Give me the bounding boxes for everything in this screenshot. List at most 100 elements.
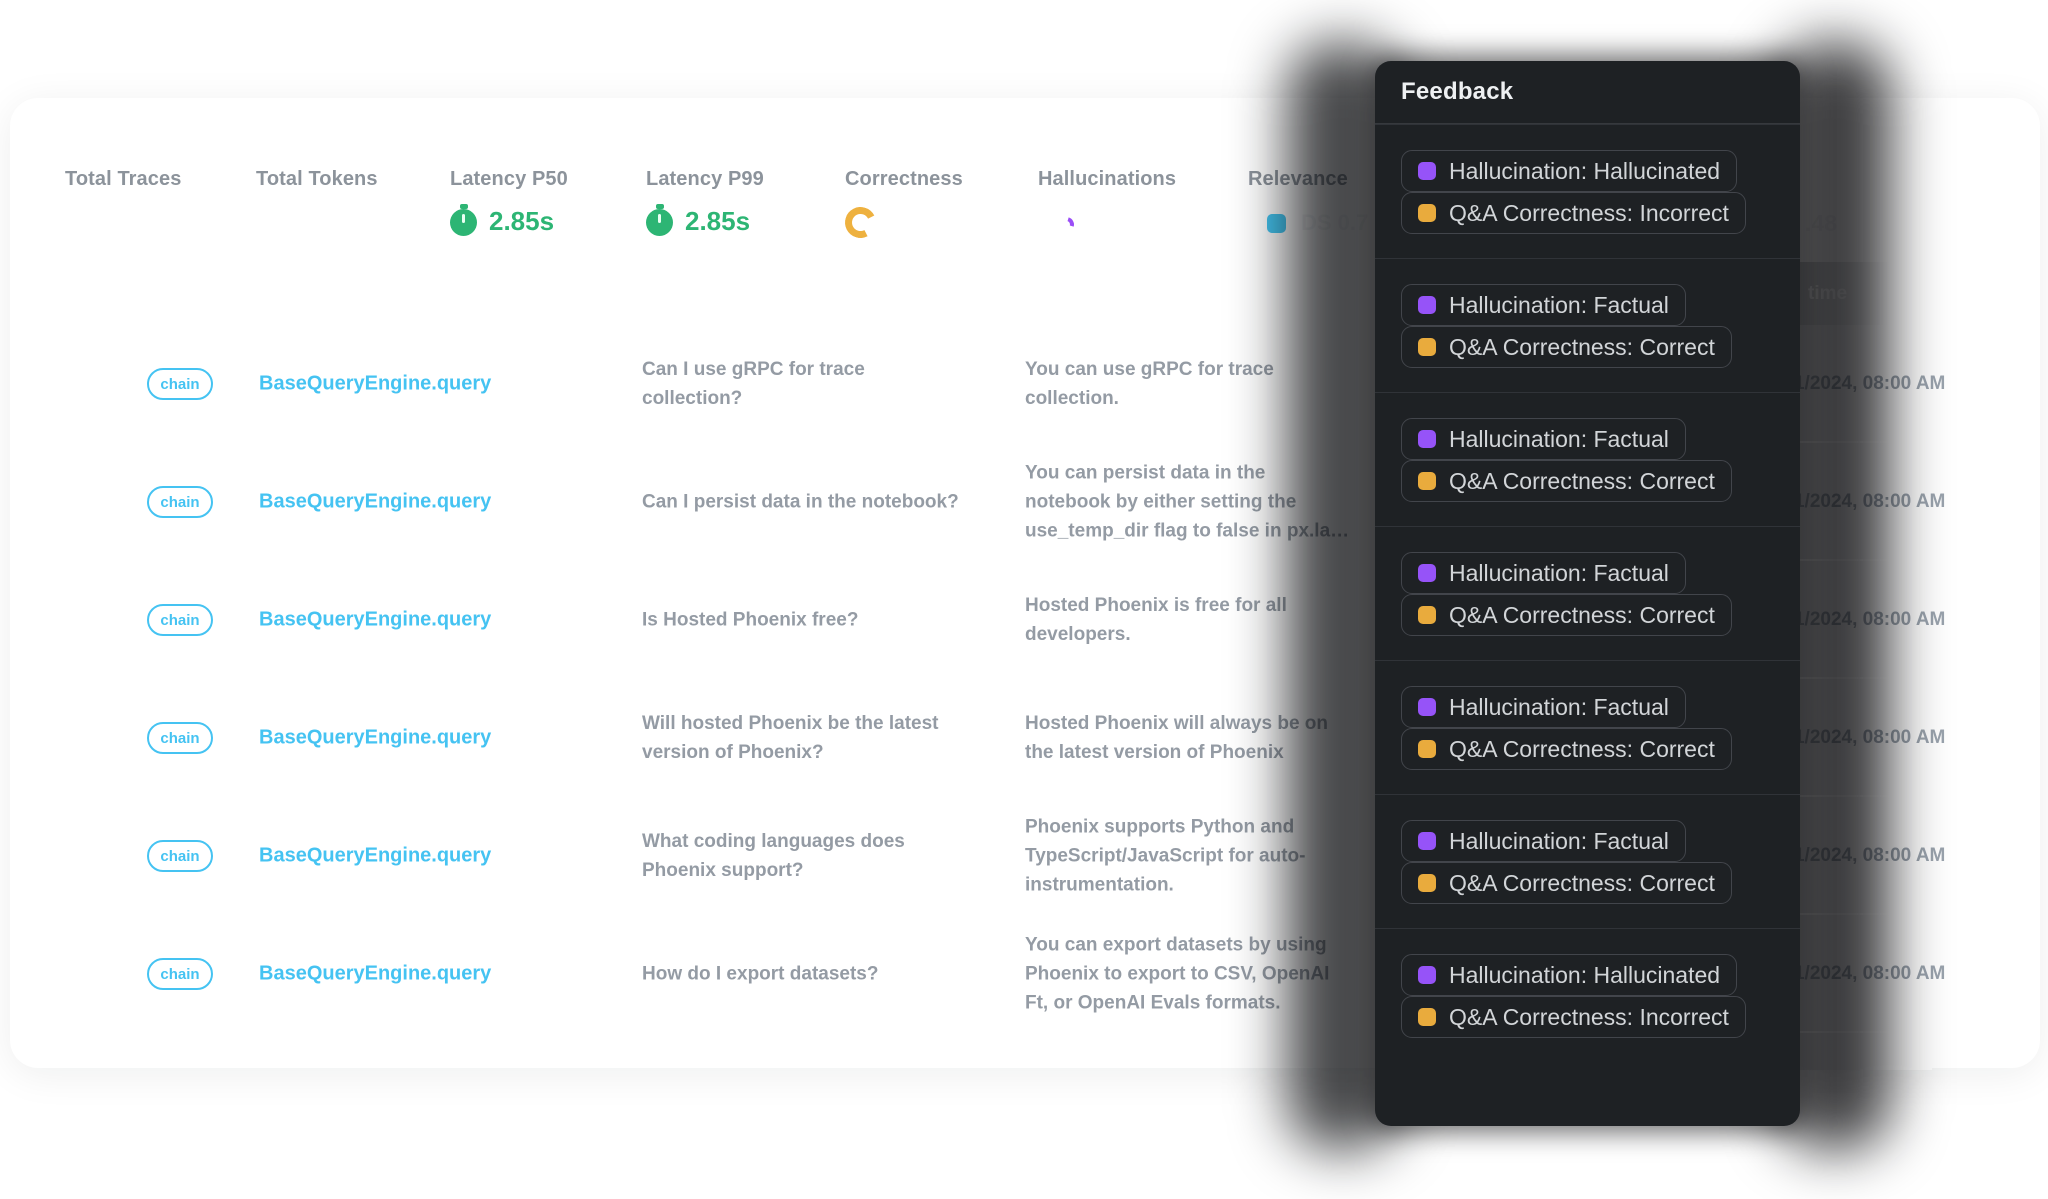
feedback-pill: Q&A Correctness: Incorrect: [1401, 996, 1746, 1038]
metric-total-traces: Total Traces: [65, 168, 181, 191]
input-line: Is Hosted Phoenix free?: [642, 609, 859, 631]
feedback-pill: Q&A Correctness: Incorrect: [1401, 192, 1746, 234]
feedback-panel-header: Feedback: [1375, 61, 1800, 124]
hallucination-eval-icon: [1418, 698, 1436, 716]
output-line: TypeScript/JavaScript for auto-: [1025, 845, 1306, 867]
row-input: How do I export datasets?: [642, 960, 972, 989]
row-output: Hosted Phoenix will always be on the lat…: [1025, 709, 1385, 767]
feedback-pill: Q&A Correctness: Correct: [1401, 862, 1732, 904]
output-line: notebook by either setting the: [1025, 491, 1297, 513]
row-input: Can I persist data in the notebook?: [642, 488, 972, 517]
hallucination-eval-icon: [1418, 564, 1436, 582]
hallucination-eval-icon: [1418, 162, 1436, 180]
hallucinations-arc-icon: [1056, 213, 1077, 235]
span-kind-badge: chain: [147, 958, 213, 990]
span-kind-badge: chain: [147, 840, 213, 872]
feedback-pill: Hallucination: Factual: [1401, 284, 1686, 326]
table-row[interactable]: chain BaseQueryEngine.query Can I persis…: [0, 443, 1480, 561]
table-row[interactable]: chain BaseQueryEngine.query How do I exp…: [0, 915, 1480, 1033]
row-input: What coding languages does Phoenix suppo…: [642, 827, 972, 885]
input-line: How do I export datasets?: [642, 963, 879, 985]
input-line: Can I use gRPC for trace: [642, 359, 865, 380]
feedback-pill-label: Q&A Correctness: Incorrect: [1449, 199, 1729, 226]
output-line: You can export datasets by using: [1025, 934, 1327, 956]
row-input: Can I use gRPC for trace collection?: [642, 355, 972, 413]
feedback-section: Hallucination: Hallucinated Q&A Correctn…: [1375, 928, 1800, 1062]
qa-correctness-eval-icon: [1418, 606, 1436, 624]
feedback-pill-label: Q&A Correctness: Correct: [1449, 735, 1715, 762]
span-name-link[interactable]: BaseQueryEngine.query: [259, 490, 492, 513]
feedback-pill-label: Hallucination: Factual: [1449, 425, 1669, 452]
feedback-pill-label: Hallucination: Factual: [1449, 559, 1669, 586]
feedback-pill: Hallucination: Factual: [1401, 686, 1686, 728]
qa-correctness-eval-icon: [1418, 1008, 1436, 1026]
stopwatch-icon: [646, 204, 673, 236]
table-row[interactable]: chain BaseQueryEngine.query What coding …: [0, 797, 1480, 915]
hallucination-eval-icon: [1418, 832, 1436, 850]
input-line: Will hosted Phoenix be the latest: [642, 713, 939, 734]
feedback-pill-label: Hallucination: Factual: [1449, 291, 1669, 318]
span-name-link[interactable]: BaseQueryEngine.query: [259, 726, 492, 749]
output-line: the latest version of Phoenix: [1025, 742, 1284, 763]
feedback-pill-label: Q&A Correctness: Correct: [1449, 601, 1715, 628]
feedback-pill-label: Hallucination: Factual: [1449, 827, 1669, 854]
hallucination-eval-icon: [1418, 296, 1436, 314]
input-line: collection?: [642, 388, 743, 409]
input-line: Can I persist data in the notebook?: [642, 491, 959, 513]
feedback-pill-label: Q&A Correctness: Correct: [1449, 467, 1715, 494]
row-output: Phoenix supports Python and TypeScript/J…: [1025, 813, 1385, 900]
span-name-link[interactable]: BaseQueryEngine.query: [259, 962, 492, 985]
span-name-link[interactable]: BaseQueryEngine.query: [259, 372, 492, 395]
feedback-pill: Hallucination: Factual: [1401, 418, 1686, 460]
span-name-link[interactable]: BaseQueryEngine.query: [259, 608, 492, 631]
hallucination-eval-icon: [1418, 430, 1436, 448]
span-name-link[interactable]: BaseQueryEngine.query: [259, 844, 492, 867]
feedback-pill-label: Hallucination: Hallucinated: [1449, 157, 1721, 184]
feedback-section: Hallucination: Factual Q&A Correctness: …: [1375, 794, 1800, 928]
hallucination-eval-icon: [1418, 966, 1436, 984]
input-line: version of Phoenix?: [642, 742, 824, 763]
row-output: Hosted Phoenix is free for all developer…: [1025, 591, 1385, 649]
span-kind-badge: chain: [147, 722, 213, 754]
feedback-pill-label: Hallucination: Factual: [1449, 693, 1669, 720]
output-line: use_temp_dir flag to false in px.la…: [1025, 520, 1350, 542]
input-line: Phoenix support?: [642, 860, 804, 881]
qa-correctness-eval-icon: [1418, 204, 1436, 222]
feedback-section: Hallucination: Hallucinated Q&A Correctn…: [1375, 124, 1800, 258]
span-kind-badge: chain: [147, 604, 213, 636]
feedback-pill-label: Q&A Correctness: Incorrect: [1449, 1003, 1729, 1030]
feedback-pill: Hallucination: Hallucinated: [1401, 150, 1738, 192]
output-line: developers.: [1025, 624, 1131, 645]
feedback-panel: Feedback Hallucination: Hallucinated Q&A…: [1375, 61, 1800, 1126]
row-output: You can persist data in the notebook by …: [1025, 459, 1385, 546]
feedback-pill: Hallucination: Hallucinated: [1401, 954, 1738, 996]
output-line: You can persist data in the: [1025, 462, 1266, 484]
metric-latency-p50: Latency P50 2.85s: [450, 168, 568, 236]
row-output: You can use gRPC for trace collection.: [1025, 355, 1385, 413]
feedback-pill: Q&A Correctness: Correct: [1401, 326, 1732, 368]
stopwatch-icon: [450, 204, 477, 236]
table-row[interactable]: chain BaseQueryEngine.query Can I use gR…: [0, 325, 1480, 443]
metric-label: Total Traces: [65, 168, 182, 190]
metric-hallucinations: Hallucinations: [1038, 168, 1176, 236]
feedback-pill: Q&A Correctness: Correct: [1401, 594, 1732, 636]
feedback-pill-label: Q&A Correctness: Correct: [1449, 869, 1715, 896]
feedback-panel-title: Feedback: [1401, 78, 1514, 105]
table-row[interactable]: chain BaseQueryEngine.query Will hosted …: [0, 679, 1480, 797]
output-line: Hosted Phoenix is free for all: [1025, 595, 1287, 616]
output-line: instrumentation.: [1025, 874, 1174, 896]
qa-correctness-eval-icon: [1418, 472, 1436, 490]
feedback-pill: Hallucination: Factual: [1401, 820, 1686, 862]
output-line: You can use gRPC for trace: [1025, 359, 1274, 380]
output-line: collection.: [1025, 388, 1119, 409]
row-output: You can export datasets by using Phoenix…: [1025, 931, 1385, 1018]
qa-correctness-eval-icon: [1418, 338, 1436, 356]
metric-label: Latency P50: [450, 168, 568, 190]
row-input: Will hosted Phoenix be the latest versio…: [642, 709, 972, 767]
feedback-pill: Q&A Correctness: Correct: [1401, 728, 1732, 770]
feedback-section: Hallucination: Factual Q&A Correctness: …: [1375, 526, 1800, 660]
qa-correctness-eval-icon: [1418, 874, 1436, 892]
table-row[interactable]: chain BaseQueryEngine.query Is Hosted Ph…: [0, 561, 1480, 679]
latency-p99-value: 2.85s: [685, 205, 751, 236]
